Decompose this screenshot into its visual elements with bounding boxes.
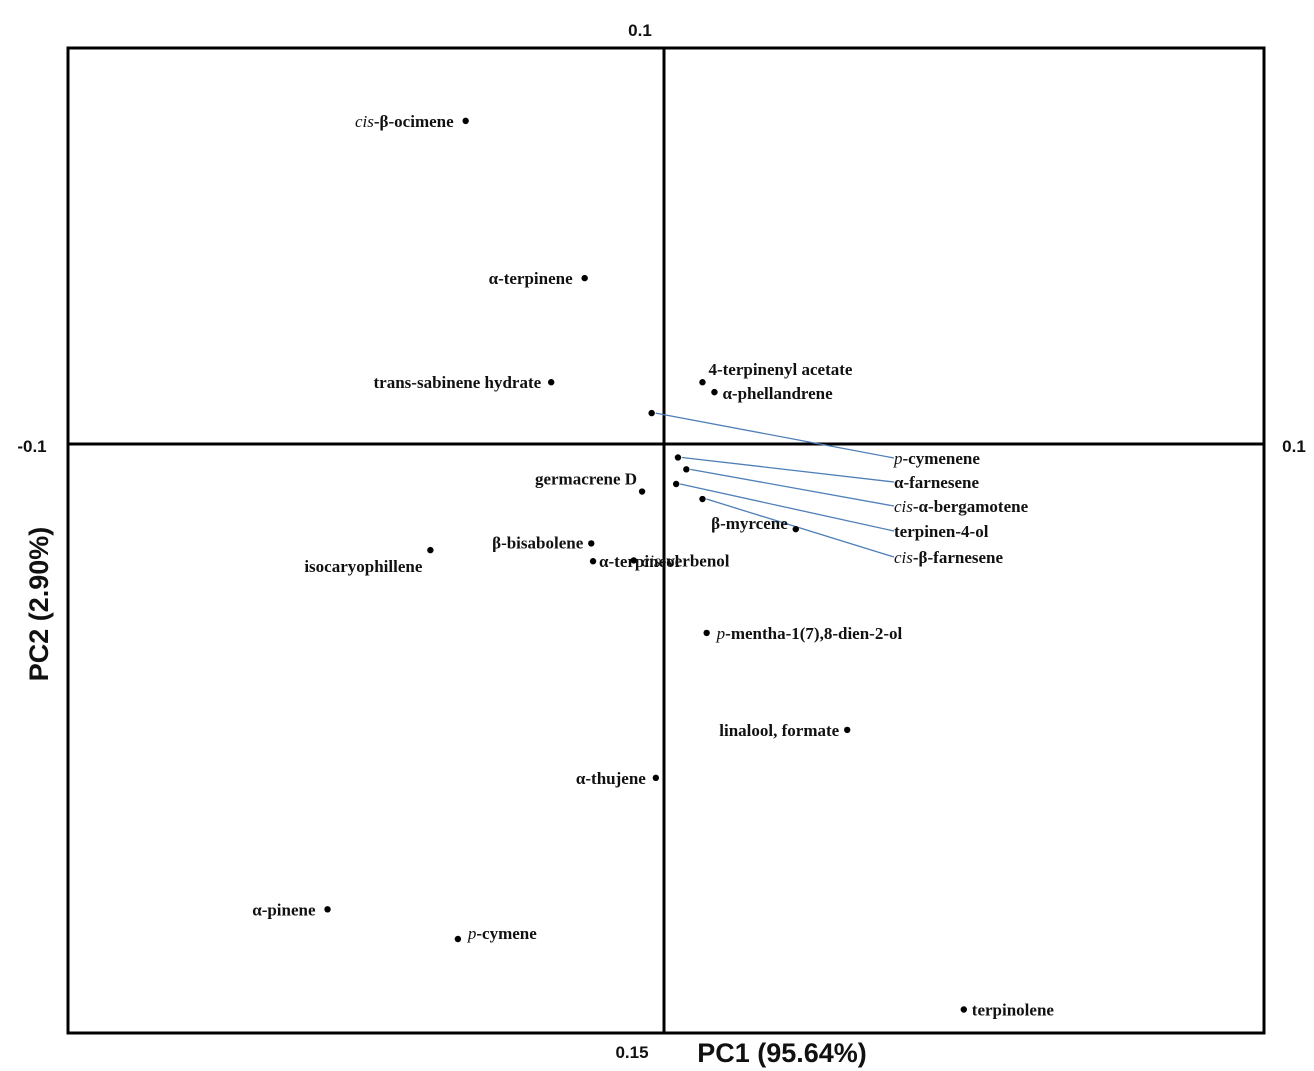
data-point [454,935,462,943]
data-point [547,379,555,386]
point-label: α-farnesene [894,473,979,492]
point-label: terpinen-4-ol [894,522,989,541]
data-point [652,774,660,782]
point-label: linalool, formate [719,721,839,740]
leader-line [690,468,895,507]
point-label: p-mentha-1(7),8-dien-2-ol [716,624,903,643]
data-point [672,480,680,488]
point-label: p-cymenene [893,449,980,468]
point-label: cis-β-farnesene [894,548,1003,567]
data-point [699,379,706,386]
point-label: germacrene D [535,470,637,489]
data-point [648,409,655,417]
data-point [588,540,595,547]
point-label: cis-α-bergamotene [894,497,1029,516]
point-label: terpinolene [972,1000,1055,1019]
x-axis-title: PC1 (95.64%) [697,1038,867,1068]
leader-line [655,412,895,459]
data-point [581,274,588,282]
tick-label-x-left: -0.1 [17,437,46,456]
tick-label-y-top: 0.1 [628,21,652,40]
point-label: 4-terpinenyl acetate [708,360,852,379]
point-label: α-terpineol [599,552,680,571]
data-point [324,906,331,913]
data-point [792,525,799,533]
point-label: cis-verbenol [642,551,730,570]
tick-label-y-bottom: 0.15 [615,1043,648,1062]
point-label: trans-sabinene hydrate [374,373,542,392]
data-point [427,546,434,554]
data-point [683,466,690,473]
data-point [462,117,469,125]
data-point [674,454,682,461]
point-label: β-myrcene [711,514,788,533]
point-label: α-thujene [576,769,646,788]
data-point [960,1006,968,1013]
y-axis-title: PC2 (2.90%) [24,527,54,682]
leader-line [680,483,895,532]
point-label: cis-β-ocimene [355,112,454,131]
data-point [703,629,710,637]
point-label: α-pinene [252,900,316,919]
data-point [638,488,646,495]
point-label: p-cymene [467,924,537,943]
tick-label-x-right: 0.1 [1282,437,1306,456]
points-layer: cis-β-ocimene α-terpinene trans-sabinene h… [252,112,1054,1020]
point-label: α-terpinene [489,269,574,288]
plot-frame [66,46,1266,1035]
data-point [711,388,718,396]
leader-line [706,498,895,558]
data-point [589,558,597,565]
point-label: α-phellandrene [722,384,833,403]
point-label: β-bisabolene [492,533,584,552]
data-point [699,495,706,503]
leader-line [681,456,895,483]
point-label: isocaryophillene [304,557,423,576]
data-point [630,557,637,564]
data-point [843,726,851,734]
